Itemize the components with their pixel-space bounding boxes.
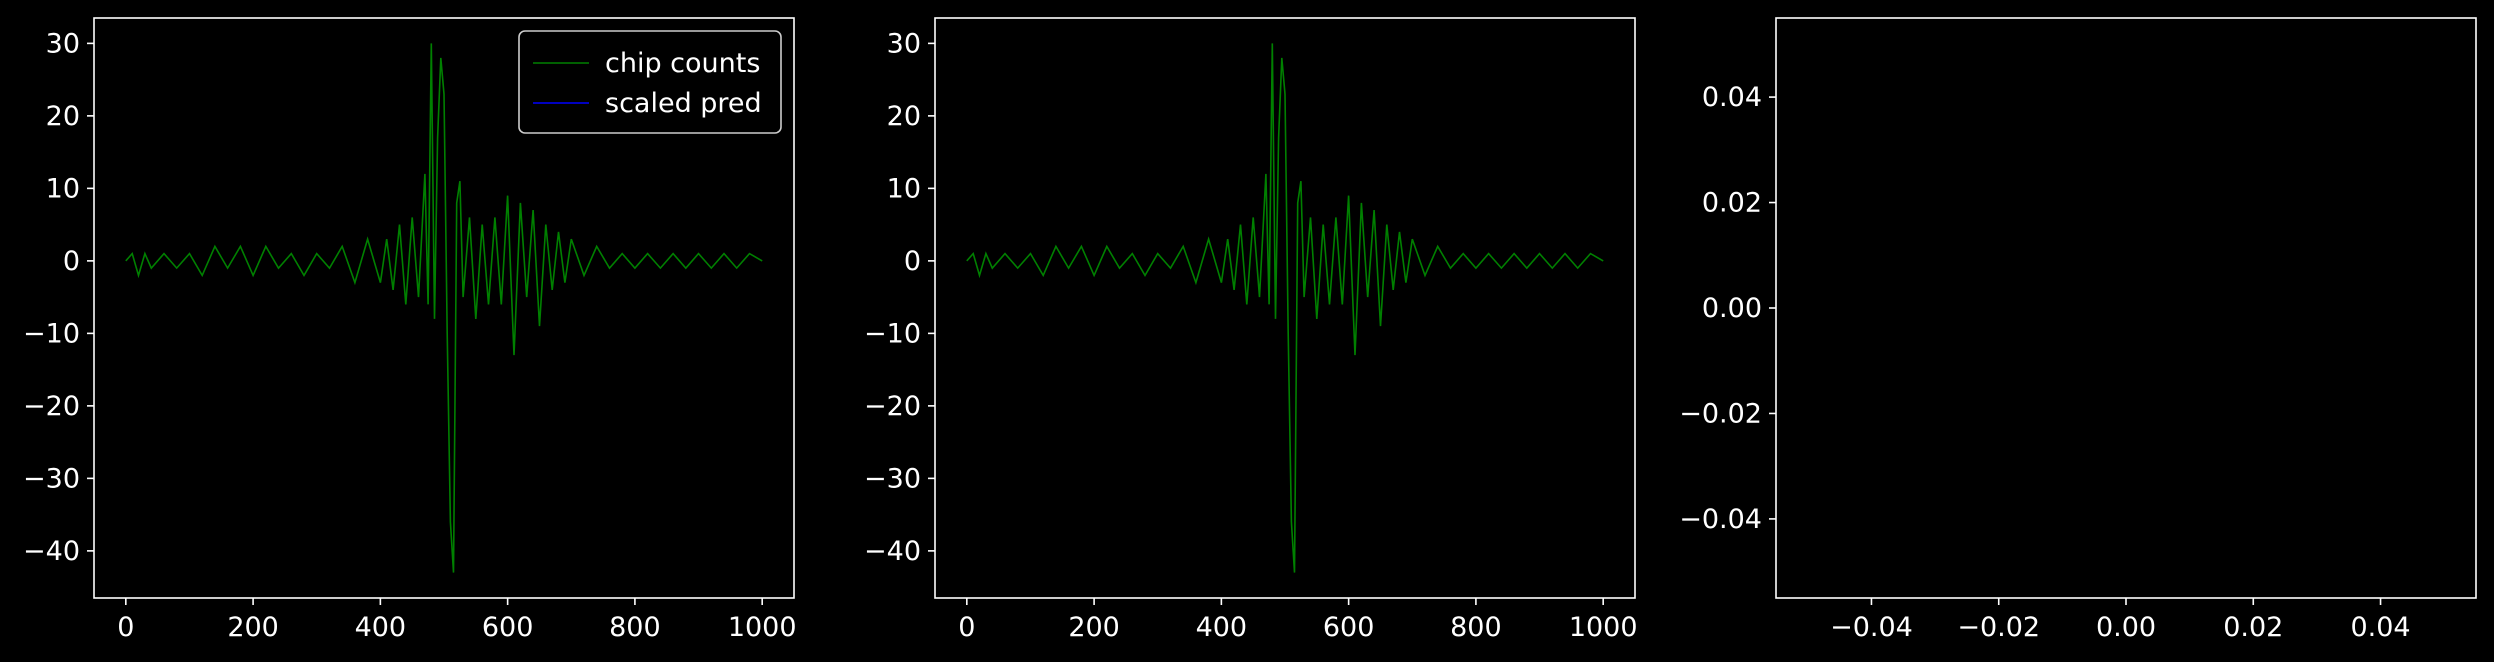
left-x-tick-label: 0 (117, 612, 134, 643)
right-y-tick-label: −0.04 (1679, 504, 1762, 535)
middle-x-tick-label: 400 (1196, 612, 1248, 643)
left-y-tick-label: 20 (46, 101, 80, 132)
right-y-tick-label: 0.02 (1702, 188, 1762, 219)
middle-x-tick-label: 800 (1450, 612, 1502, 643)
middle-x-tick-label: 0 (958, 612, 975, 643)
right-x-tick-label: −0.02 (1957, 612, 2040, 643)
middle-chart-panel: 0 200 400 600 800 1000 30 20 10 0 −10 −20 −30 −40 (864, 17, 1638, 643)
middle-y-tick-label: 30 (887, 28, 921, 59)
middle-x-tick-label: 600 (1323, 612, 1375, 643)
middle-y-tick-label: −40 (864, 536, 921, 567)
middle-series-chip-counts-line (966, 43, 1604, 573)
left-x-tick-label: 400 (355, 612, 407, 643)
right-x-tick-label: −0.04 (1830, 612, 1913, 643)
legend-label-chip-counts: chip counts (605, 48, 760, 79)
right-y-tick-label: −0.02 (1679, 398, 1762, 429)
middle-y-tick-label: 0 (904, 246, 921, 277)
left-x-tick-label: 600 (482, 612, 534, 643)
middle-y-tick-label: −30 (864, 463, 921, 494)
middle-x-tick-label: 200 (1068, 612, 1120, 643)
left-y-tick-label: −40 (23, 536, 80, 567)
right-x-tick-label: 0.02 (2223, 612, 2283, 643)
left-x-tick-label: 1000 (728, 612, 797, 643)
middle-axes-frame (934, 17, 1636, 599)
left-y-tick-label: 10 (46, 173, 80, 204)
legend-label-scaled-pred: scaled pred (605, 88, 762, 119)
right-chart-panel: −0.04 −0.02 0.00 0.02 0.04 0.04 0.02 0.00 −0.02 −… (1679, 17, 2477, 643)
right-x-tick-label: 0.04 (2350, 612, 2410, 643)
middle-y-tick-label: 10 (887, 173, 921, 204)
legend-box (518, 30, 782, 134)
left-x-tick-label: 800 (609, 612, 661, 643)
right-y-tick-label: 0.00 (1702, 293, 1762, 324)
right-x-tick-label: 0.00 (2096, 612, 2156, 643)
middle-y-tick-label: −20 (864, 391, 921, 422)
left-chart-panel: 0 200 400 600 800 1000 30 20 10 0 −10 −20 −30 −40 chip… (23, 17, 797, 643)
left-y-tick-label: 0 (63, 246, 80, 277)
left-y-tick-label: −20 (23, 391, 80, 422)
middle-x-tick-label: 1000 (1569, 612, 1638, 643)
left-series-chip-counts-line (125, 43, 763, 573)
middle-y-tick-label: −10 (864, 318, 921, 349)
left-y-tick-label: 30 (46, 28, 80, 59)
left-y-tick-label: −30 (23, 463, 80, 494)
middle-y-tick-label: 20 (887, 101, 921, 132)
left-x-tick-label: 200 (227, 612, 279, 643)
left-y-tick-label: −10 (23, 318, 80, 349)
left-axes-frame (93, 17, 795, 599)
right-y-tick-label: 0.04 (1702, 82, 1762, 113)
